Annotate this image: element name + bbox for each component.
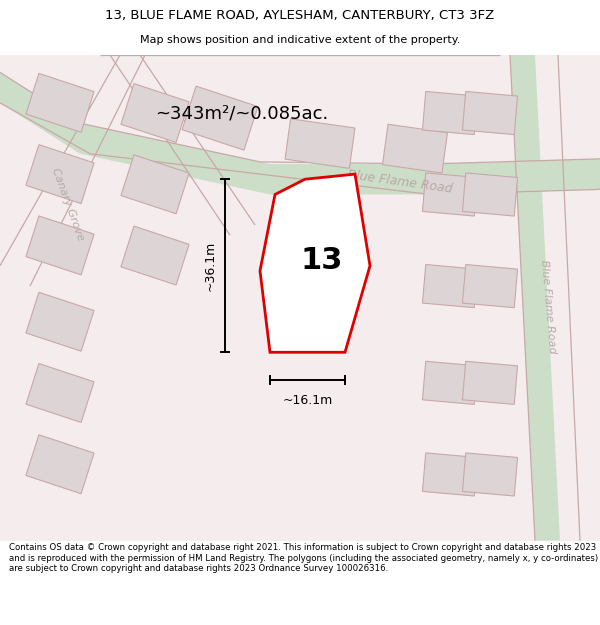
Text: Blue Flame Road: Blue Flame Road: [539, 259, 557, 354]
Text: 13, BLUE FLAME ROAD, AYLESHAM, CANTERBURY, CT3 3FZ: 13, BLUE FLAME ROAD, AYLESHAM, CANTERBUR…: [106, 9, 494, 22]
Polygon shape: [463, 91, 518, 134]
Text: ~36.1m: ~36.1m: [204, 241, 217, 291]
Polygon shape: [26, 144, 94, 204]
Text: 13: 13: [300, 246, 343, 275]
Polygon shape: [182, 86, 258, 150]
Text: Map shows position and indicative extent of the property.: Map shows position and indicative extent…: [140, 34, 460, 44]
Polygon shape: [463, 173, 518, 216]
Polygon shape: [463, 361, 518, 404]
Text: ~16.1m: ~16.1m: [283, 394, 332, 407]
Text: ~343m²/~0.085ac.: ~343m²/~0.085ac.: [155, 104, 328, 122]
Polygon shape: [422, 264, 478, 308]
Polygon shape: [463, 453, 518, 496]
Polygon shape: [463, 264, 518, 308]
Polygon shape: [0, 55, 600, 194]
Polygon shape: [510, 55, 560, 541]
Polygon shape: [26, 73, 94, 132]
Polygon shape: [422, 173, 478, 216]
Polygon shape: [26, 435, 94, 494]
Polygon shape: [26, 216, 94, 275]
Polygon shape: [422, 453, 478, 496]
Polygon shape: [121, 155, 189, 214]
Polygon shape: [121, 84, 189, 142]
Polygon shape: [285, 119, 355, 168]
Polygon shape: [422, 361, 478, 404]
Polygon shape: [422, 91, 478, 134]
Polygon shape: [260, 174, 370, 352]
Polygon shape: [26, 364, 94, 423]
Text: Contains OS data © Crown copyright and database right 2021. This information is : Contains OS data © Crown copyright and d…: [9, 543, 598, 573]
Text: Blue Flame Road: Blue Flame Road: [347, 169, 453, 196]
Polygon shape: [26, 292, 94, 351]
Polygon shape: [121, 226, 189, 285]
Polygon shape: [383, 124, 448, 173]
Text: Canary Grove: Canary Grove: [50, 167, 86, 242]
